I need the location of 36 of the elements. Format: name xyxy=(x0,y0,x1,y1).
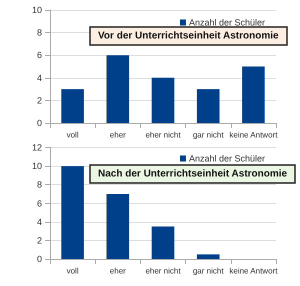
y-tick-label: 2 xyxy=(36,235,42,246)
bar xyxy=(196,254,220,259)
bar xyxy=(61,166,84,259)
y-tick-label: 8 xyxy=(36,180,42,190)
bar xyxy=(242,66,265,123)
bar xyxy=(196,89,220,123)
y-tick-label: 4 xyxy=(36,72,42,83)
x-tick-label: eher xyxy=(110,130,126,140)
legend-label: Anzahl der Schüler xyxy=(188,18,266,28)
y-tick-label: 0 xyxy=(36,118,42,128)
y-tick-label: 6 xyxy=(36,198,42,208)
y-tick-label: 8 xyxy=(36,28,42,38)
x-tick-label: gar nicht xyxy=(192,130,224,140)
bar xyxy=(106,194,130,259)
x-tick-label: eher xyxy=(110,266,126,276)
x-tick-label: voll xyxy=(66,266,79,276)
y-tick-label: 10 xyxy=(32,5,42,15)
x-tick-label: voll xyxy=(66,130,79,140)
bar xyxy=(106,55,130,123)
bar xyxy=(61,89,84,123)
x-tick-label: eher nicht xyxy=(145,130,182,140)
text: Vor der Unterrichtseinheit Astronomie xyxy=(98,30,280,42)
x-tick-label: gar nicht xyxy=(192,266,224,276)
text: Nach der Unterrichtseinheit Astronomie xyxy=(98,168,288,180)
y-tick-label: 6 xyxy=(36,50,42,60)
y-tick-label: 0 xyxy=(36,254,42,264)
legend-label: Anzahl der Schüler xyxy=(188,154,266,164)
y-tick-label: 10 xyxy=(32,161,42,172)
bar xyxy=(152,226,174,259)
y-tick-label: 2 xyxy=(36,95,42,106)
y-tick-label: 4 xyxy=(36,216,42,227)
x-tick-label: keine Antwort xyxy=(229,266,278,276)
bar xyxy=(152,78,174,123)
x-tick-label: eher nicht xyxy=(145,266,182,276)
y-tick-label: 12 xyxy=(32,142,42,152)
x-tick-label: keine Antwort xyxy=(229,130,278,140)
